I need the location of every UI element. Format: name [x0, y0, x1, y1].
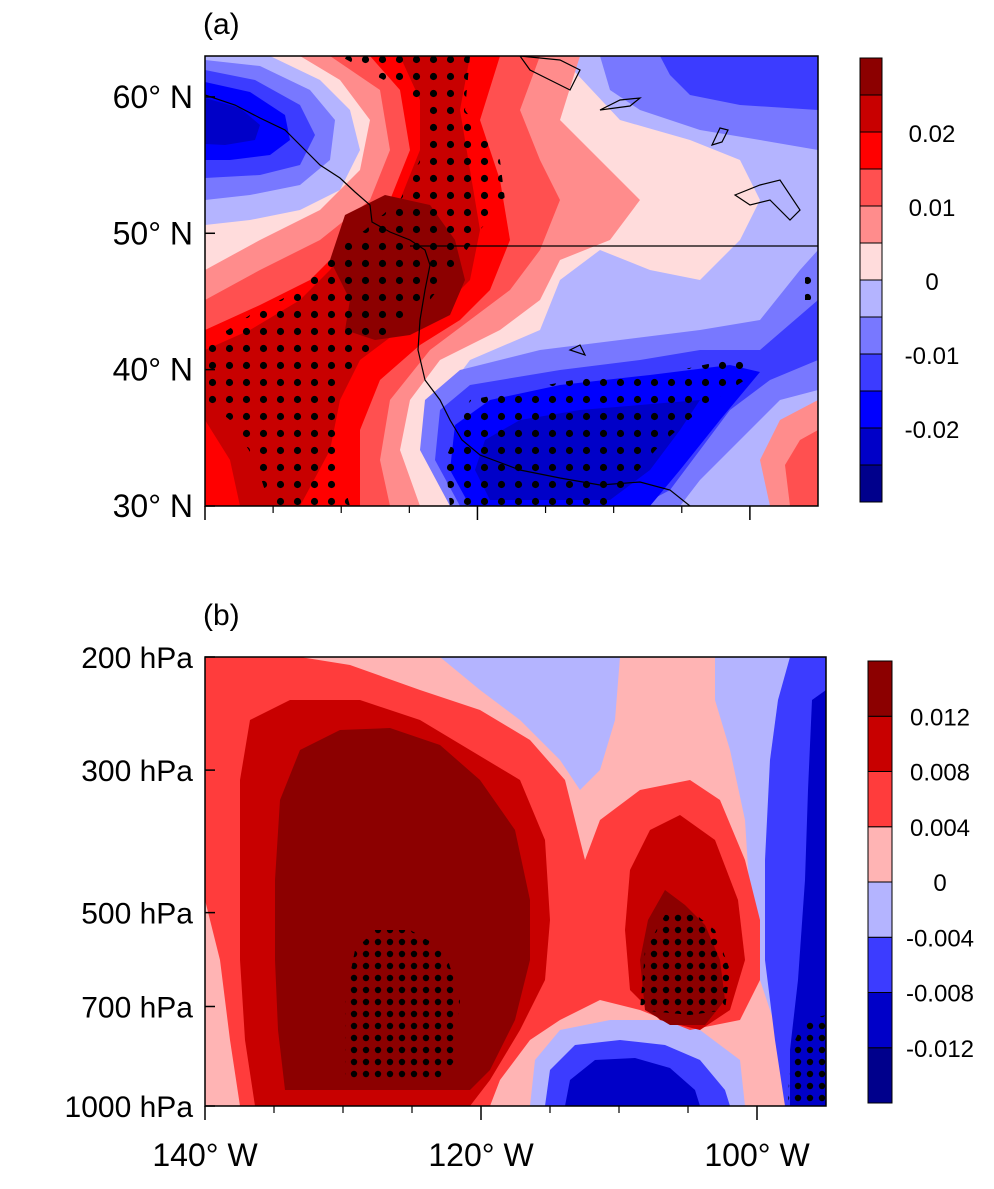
stippling-b-far-east	[788, 1015, 826, 1106]
colorbar-label-a: 0	[925, 269, 938, 296]
panel-a-frame	[204, 55, 819, 507]
colorbar-label-b: -0.008	[906, 981, 974, 1008]
colorbar-swatch	[867, 771, 893, 828]
coastline-north	[519, 56, 581, 91]
colorbar-swatch	[859, 131, 883, 170]
y-tick-label-b: 500 hPa	[81, 898, 193, 931]
panel-b-frame	[204, 656, 827, 1107]
colorbar-swatch	[867, 660, 893, 717]
stippling-a-east	[805, 265, 818, 300]
colorbar-swatch	[859, 242, 883, 281]
colorbar-swatch	[867, 715, 893, 772]
panel-a-axes: 30° N 40° N 50° N 60° N	[113, 79, 751, 524]
x-tick-label-b: 120° W	[428, 1137, 534, 1173]
section-band-neg-0-012c	[565, 1058, 700, 1106]
contour-band-0-015c	[785, 430, 818, 506]
stippling-b-west	[345, 930, 460, 1080]
colorbar-swatch	[859, 94, 883, 133]
colorbar-label-a: 0.02	[909, 121, 956, 148]
colorbar-swatch	[867, 881, 893, 938]
y-tick-label-a: 60° N	[113, 79, 193, 115]
lake-3	[568, 344, 587, 357]
y-tick-label-b: 700 hPa	[81, 991, 193, 1024]
stippling-a-southeast	[445, 355, 750, 506]
y-tick-label-a: 30° N	[113, 488, 193, 524]
colorbar-label-b: 0	[933, 870, 946, 897]
section-band-0-016	[275, 728, 530, 1090]
colorbar-swatch	[859, 168, 883, 207]
panel-b-contour-section	[205, 657, 826, 1106]
colorbar-label-b: 0.008	[910, 760, 970, 787]
colorbar-label-a: -0.01	[905, 343, 960, 370]
colorbar-label-b: 0.004	[910, 815, 970, 842]
lakes-great	[733, 179, 801, 221]
contour-band-neg-0-025c	[205, 98, 260, 145]
colorbar-swatch	[867, 826, 893, 883]
colorbar-label-a: -0.02	[905, 417, 960, 444]
x-tick-label-b: 100° W	[704, 1137, 810, 1173]
colorbar-label-b: -0.012	[906, 1036, 974, 1063]
colorbar-label-a: 0.01	[909, 195, 956, 222]
colorbar-swatch	[867, 1047, 893, 1104]
colorbar-swatch	[859, 353, 883, 392]
lake-2	[710, 127, 729, 146]
colorbar-swatch	[859, 279, 883, 318]
x-tick-label-b: 140° W	[152, 1137, 258, 1173]
contour-band-neg-0-015	[660, 56, 818, 110]
colorbar-swatch	[859, 464, 883, 503]
colorbar-swatch	[859, 316, 883, 355]
panel-a-label: (a)	[203, 8, 240, 41]
colorbar-label-b: 0.012	[910, 704, 970, 731]
colorbar-a: 0.02 0.01 0 -0.01 -0.02	[859, 57, 960, 503]
y-tick-label-a: 40° N	[113, 352, 193, 388]
stippling-b-east	[640, 910, 730, 1015]
y-tick-label-b: 200 hPa	[81, 642, 193, 675]
stippling-a-west	[205, 56, 505, 506]
colorbar-swatch	[867, 992, 893, 1049]
lake-1	[599, 97, 642, 111]
colorbar-swatch	[867, 936, 893, 993]
y-tick-label-b: 300 hPa	[81, 755, 193, 788]
colorbar-swatch	[859, 205, 883, 244]
panel-b-axes: 200 hPa 300 hPa 500 hPa 700 hPa 1000 hPa 140°…	[65, 642, 811, 1173]
panel-a-contour-map	[205, 56, 818, 506]
colorbar-swatch	[859, 57, 883, 96]
y-tick-label-b: 1000 hPa	[65, 1091, 194, 1124]
colorbar-swatch	[859, 427, 883, 466]
y-tick-label-a: 50° N	[113, 215, 193, 251]
coastline	[205, 94, 691, 506]
colorbar-label-b: -0.004	[906, 925, 974, 952]
section-band-neg-0-004	[440, 657, 620, 790]
colorbar-b: 0.012 0.008 0.004 0 -0.004 -0.008 -0.012	[867, 660, 974, 1104]
panel-b-label: (b)	[203, 599, 240, 632]
section-band-neg-0-012b	[790, 690, 826, 1106]
colorbar-swatch	[859, 390, 883, 429]
